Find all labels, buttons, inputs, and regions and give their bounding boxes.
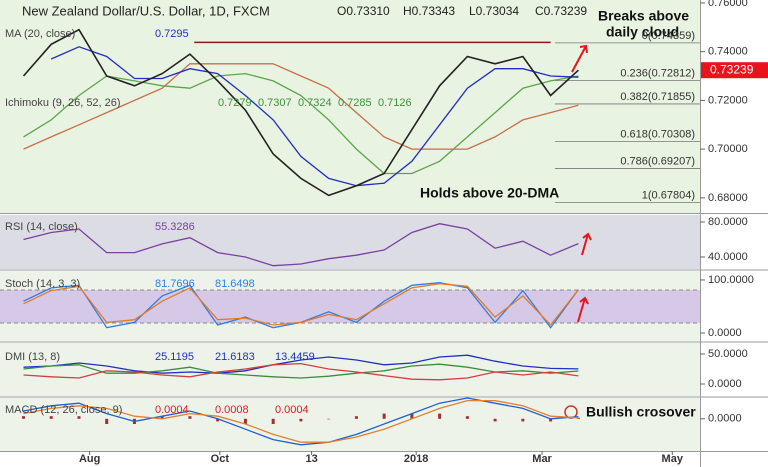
annotation: Breaks above (598, 8, 689, 24)
histogram-bar (382, 413, 386, 419)
annotation: Holds above 20-DMA (420, 185, 559, 201)
indicator-value: 81.6498 (215, 278, 255, 290)
chart-title: New Zealand Dollar/U.S. Dollar, 1D, FXCM (22, 3, 270, 18)
series-line (23, 397, 579, 446)
dmi-panel-bg (0, 343, 700, 396)
indicator-label: Ichimoku (9, 26, 52, 26) (5, 97, 121, 109)
histogram-bar (188, 416, 192, 419)
indicator-value: 13.4459 (275, 351, 315, 363)
x-tick-label: Mar (532, 453, 552, 465)
y-tick-label: 100.0000 (708, 274, 754, 286)
histogram-bar (327, 418, 331, 420)
last-price-label: 0.73239 (710, 62, 754, 76)
series-line (23, 354, 579, 374)
histogram-bar (105, 418, 109, 424)
indicator-value: 0.0008 (215, 404, 249, 416)
indicator-value: 81.7696 (155, 278, 195, 290)
histogram-bar (216, 418, 220, 422)
arrow (577, 296, 589, 323)
series-line (23, 72, 579, 175)
ohlc-value: H0.73343 (403, 4, 455, 18)
indicator-value: 0.7295 (155, 28, 189, 40)
annotation: Bullish crosover (586, 404, 696, 420)
indicator-value: 0.7126 (378, 97, 412, 109)
series-line (23, 63, 579, 150)
indicator-value: 0.0004 (155, 404, 189, 416)
series-line (22, 28, 579, 197)
indicator-label: DMI (13, 8) (5, 351, 60, 363)
histogram-bar (49, 416, 53, 419)
indicator-value: 55.3286 (155, 221, 195, 233)
indicator-label: Stoch (14, 3, 3) (5, 278, 80, 290)
arrow (581, 232, 592, 256)
ohlc-value: C0.73239 (535, 4, 587, 18)
histogram-bar (243, 418, 247, 424)
y-tick-label: 80.0000 (708, 216, 748, 228)
indicator-label: RSI (14, close) (5, 221, 78, 233)
annotation: daily cloud (606, 24, 679, 40)
histogram-bar (410, 413, 414, 419)
x-tick-label: May (662, 453, 684, 465)
y-tick-label: 0.0000 (708, 327, 742, 339)
fib-label: 0.786(0.69207) (620, 155, 695, 167)
y-tick-label: 50.0000 (708, 348, 748, 360)
series-line (23, 399, 579, 443)
fib-label: 0.618(0.70308) (620, 129, 695, 141)
y-tick-label: 0.0000 (708, 378, 742, 390)
ohlc-value: O0.73310 (337, 4, 390, 18)
x-tick-label: 2018 (404, 453, 428, 465)
indicator-value: 0.7307 (258, 97, 292, 109)
y-tick-label: 0.74000 (708, 46, 748, 58)
indicator-label: MACD (12, 26, close, 9) (5, 404, 122, 416)
histogram-bar (354, 416, 358, 419)
indicator-value: 0.0004 (275, 404, 309, 416)
y-tick-label: 0.0000 (708, 413, 742, 425)
fib-label: 0.382(0.71855) (620, 91, 695, 103)
series-line (23, 363, 579, 379)
histogram-bar (21, 416, 25, 419)
histogram-bar (493, 418, 497, 422)
y-tick-label: 0.72000 (708, 94, 748, 106)
ohlc-value: L0.73034 (469, 4, 519, 18)
indicator-label: MA (20, close) (5, 28, 75, 40)
x-tick-label: 13 (305, 453, 317, 465)
indicator-value: 0.7324 (298, 97, 332, 109)
histogram-bar (438, 413, 442, 419)
macd-panel-bg (0, 398, 700, 451)
histogram-bar (160, 416, 164, 419)
last-price-tag (701, 62, 768, 79)
histogram-bar (549, 418, 553, 422)
y-tick-label: 0.68000 (708, 192, 748, 204)
indicator-value: 0.7285 (338, 97, 372, 109)
y-tick-label: 40.0000 (708, 251, 748, 263)
fib-label: 1(0.67804) (642, 190, 695, 202)
indicator-value: 21.6183 (215, 351, 255, 363)
fib-label: 0.236(0.72812) (620, 68, 695, 80)
rsi-panel-bg (0, 215, 700, 269)
histogram-bar (271, 418, 275, 424)
histogram-bar (465, 416, 469, 419)
series-line (50, 46, 579, 187)
histogram-bar (521, 418, 525, 422)
y-tick-label: 0.70000 (708, 143, 748, 155)
y-tick-label: 0.76000 (708, 0, 748, 9)
arrows (571, 44, 592, 323)
histogram-bar (299, 418, 303, 422)
indicator-value: 0.7279 (218, 97, 252, 109)
histogram-bar (77, 416, 81, 419)
series-line (23, 283, 579, 326)
series-line (23, 362, 579, 381)
arrow (571, 44, 588, 73)
x-tick-label: Oct (211, 453, 230, 465)
x-tick-label: Aug (79, 453, 100, 465)
indicator-value: 25.1195 (155, 351, 194, 363)
series-line (23, 223, 579, 267)
fib-label: 0(0.74359) (642, 30, 695, 42)
